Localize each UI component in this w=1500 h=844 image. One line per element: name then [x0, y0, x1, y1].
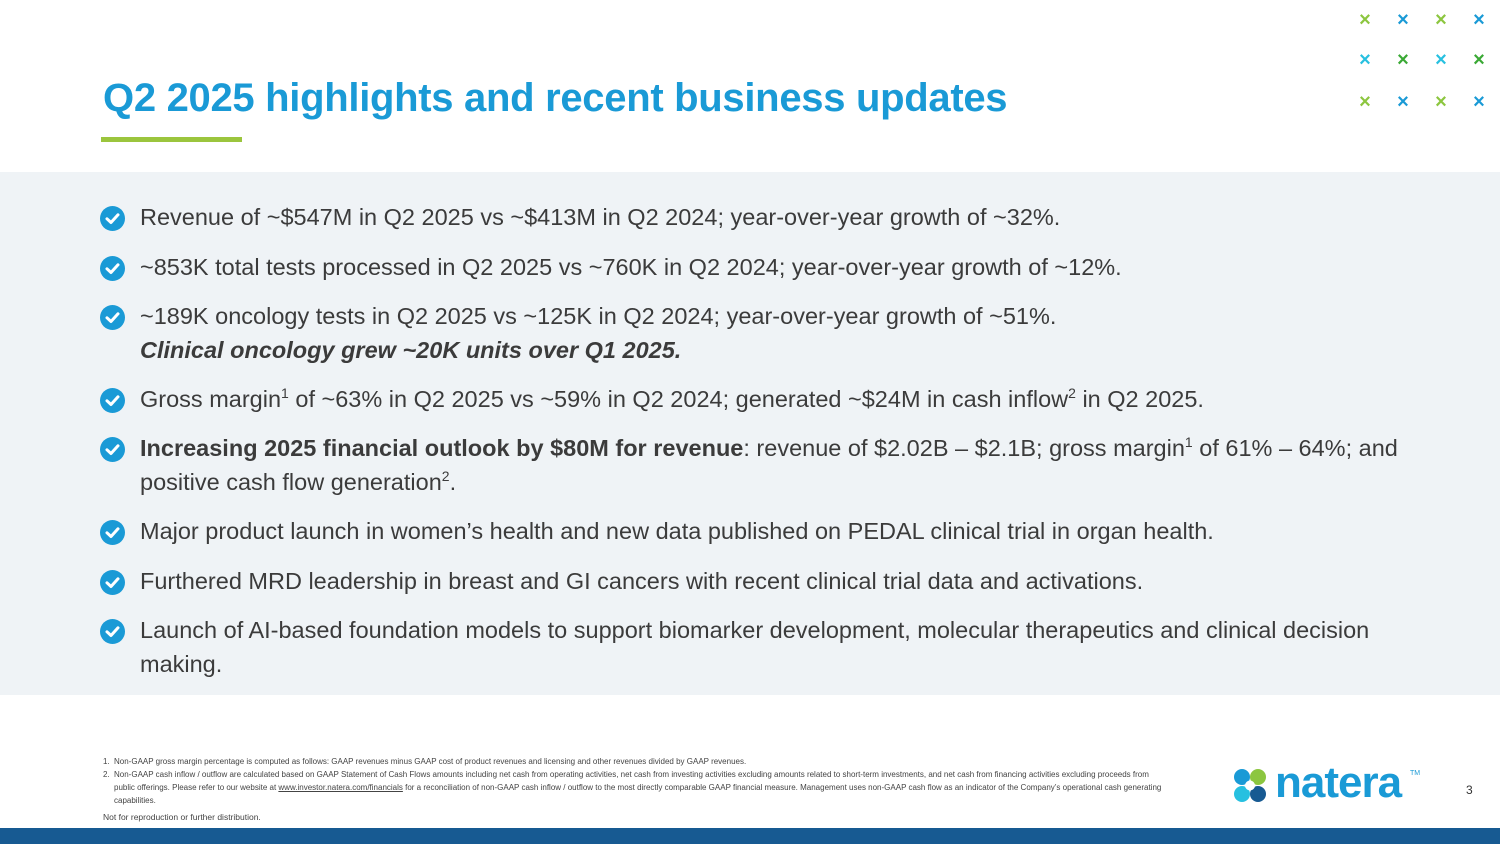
x-mark-icon: × [1359, 49, 1371, 71]
footnote-ref-2: 2 [441, 468, 450, 485]
x-mark-icon: × [1473, 49, 1485, 71]
x-mark-icon: × [1397, 49, 1409, 71]
x-mark-icon: × [1359, 9, 1371, 31]
footnotes: 1. Non-GAAP gross margin percentage is c… [103, 755, 1163, 807]
check-circle-icon [100, 619, 125, 644]
footnote-number: 2. [103, 770, 110, 779]
logo-trademark: TM [1410, 770, 1421, 777]
text-segment: Gross margin [140, 386, 282, 412]
x-mark-icon: × [1397, 91, 1409, 113]
footnote-text: Non-GAAP gross margin percentage is comp… [114, 757, 747, 766]
highlight-text: Launch of AI-based foundation models to … [140, 617, 1370, 677]
x-mark-icon: × [1397, 9, 1409, 31]
footnote-number: 1. [103, 757, 110, 766]
footnote-ref-1: 1 [281, 385, 289, 402]
slide-title: Q2 2025 highlights and recent business u… [103, 76, 1008, 120]
natera-logo: natera TM [1230, 758, 1430, 808]
highlight-text: Increasing 2025 financial outlook by $80… [140, 431, 1450, 499]
highlight-text: ~853K total tests processed in Q2 2025 v… [140, 254, 1122, 280]
highlights-panel: Revenue of ~$547M in Q2 2025 vs ~$413M i… [0, 172, 1500, 695]
highlight-text: Revenue of ~$547M in Q2 2025 vs ~$413M i… [140, 204, 1061, 230]
x-mark-icon: × [1435, 49, 1447, 71]
text-segment: in Q2 2025. [1075, 386, 1204, 412]
check-circle-icon [100, 570, 125, 595]
footnote-ref-1: 1 [1184, 434, 1193, 451]
text-segment: . [449, 469, 457, 495]
page-number: 3 [1466, 783, 1473, 797]
footnote-text: Non-GAAP cash inflow / outflow are calcu… [114, 770, 1149, 792]
decorative-x-grid: × × × × × × × × × × × × [1355, 8, 1495, 118]
investor-financials-link[interactable]: www.investor.natera.com/financials [278, 783, 403, 792]
check-circle-icon [100, 520, 125, 545]
title-underline [101, 137, 242, 142]
text-segment: : revenue of $2.02B – $2.1B; gross margi… [743, 435, 1185, 461]
x-mark-icon: × [1359, 91, 1371, 113]
natera-logo-mark-icon [1234, 769, 1266, 802]
check-circle-icon [100, 305, 125, 330]
highlight-text: Major product launch in women’s health a… [140, 518, 1214, 544]
logo-wordmark: natera [1275, 758, 1402, 807]
text-segment: of 61% – 64%; and positive cash flow gen… [140, 435, 1398, 495]
check-circle-icon [100, 437, 125, 462]
x-mark-icon: × [1435, 9, 1447, 31]
check-circle-icon [100, 206, 125, 231]
check-circle-icon [100, 388, 125, 413]
x-mark-icon: × [1473, 9, 1485, 31]
check-circle-icon [100, 256, 125, 281]
x-mark-icon: × [1435, 91, 1447, 113]
highlight-text: ~189K oncology tests in Q2 2025 vs ~125K… [140, 299, 1450, 367]
highlight-text: Gross margin1 of ~63% in Q2 2025 vs ~59%… [140, 382, 1450, 416]
text-segment: of ~63% in Q2 2025 vs ~59% in Q2 2024; g… [288, 386, 1069, 412]
footnote-text: for a reconciliation of non-GAAP cash in… [114, 783, 1162, 805]
highlight-text: Furthered MRD leadership in breast and G… [140, 568, 1144, 594]
footnote-2: 2. Non-GAAP cash inflow / outflow are ca… [103, 768, 1163, 807]
x-mark-icon: × [1473, 91, 1485, 113]
footnote-1: 1. Non-GAAP gross margin percentage is c… [103, 755, 1163, 768]
highlight-main-text: ~189K oncology tests in Q2 2025 vs ~125K… [140, 303, 1057, 329]
footer-bar [0, 828, 1500, 844]
highlight-emphasis-text: Clinical oncology grew ~20K units over Q… [140, 337, 682, 363]
text-bold-segment: Increasing 2025 financial outlook by $80… [140, 435, 744, 461]
distribution-disclaimer: Not for reproduction or further distribu… [103, 812, 261, 822]
footnote-ref-2: 2 [1068, 385, 1076, 402]
